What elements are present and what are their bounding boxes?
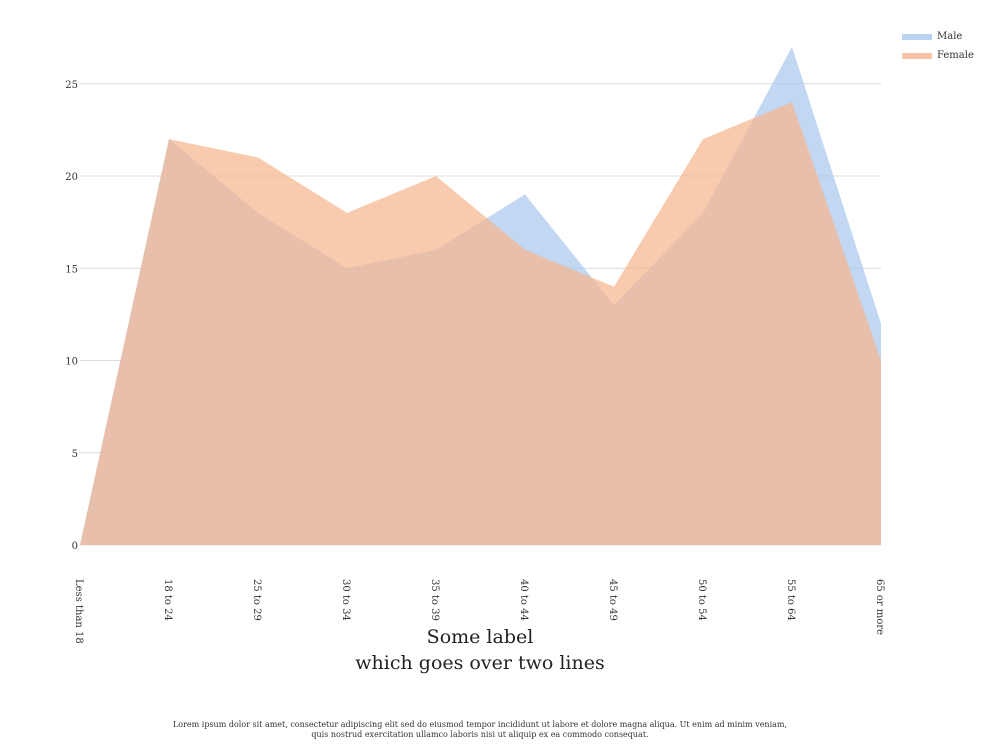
x-tick-40-to-44: 40 to 44 [518,579,529,621]
y-tick-10: 10 [65,357,78,368]
x-tick-25-to-29: 25 to 29 [251,579,262,621]
x-axis-label-line-1: Some label [426,626,534,648]
x-axis-label: Some label which goes over two lines [280,624,680,676]
x-axis-label-line-2: which goes over two lines [355,652,605,674]
legend-swatch-female [902,53,932,59]
caption-line-2: quis nostrud exercitation ullamco labori… [311,730,649,739]
x-axis-ticks: Less than 18 18 to 24 25 to 29 30 to 34 35 t… [73,579,885,644]
x-tick-65-or-more: 65 or more [874,579,885,635]
y-tick-0: 0 [72,541,78,552]
legend-label-male: Male [937,31,962,42]
legend-label-female: Female [937,50,974,61]
x-tick-50-to-54: 50 to 54 [696,579,707,621]
y-axis-ticks: 0 5 10 15 20 25 [65,80,78,552]
x-tick-less-than-18: Less than 18 [73,579,84,644]
y-tick-25: 25 [65,80,78,91]
legend-item-male[interactable]: Male [902,31,962,42]
x-tick-55-to-64: 55 to 64 [785,579,796,621]
y-tick-15: 15 [65,264,78,275]
x-tick-30-to-34: 30 to 34 [340,579,351,621]
legend[interactable]: Male Female [902,31,974,61]
y-tick-20: 20 [65,172,78,183]
area-female [80,102,881,545]
x-tick-35-to-39: 35 to 39 [429,579,440,621]
x-tick-45-to-49: 45 to 49 [607,579,618,621]
legend-swatch-male [902,34,932,40]
chart-caption: Lorem ipsum dolor sit amet, consectetur … [150,720,810,740]
series-areas [80,46,881,545]
legend-item-female[interactable]: Female [902,50,974,61]
caption-line-1: Lorem ipsum dolor sit amet, consectetur … [172,720,788,729]
x-tick-18-to-24: 18 to 24 [162,579,173,621]
y-tick-5: 5 [72,449,78,460]
